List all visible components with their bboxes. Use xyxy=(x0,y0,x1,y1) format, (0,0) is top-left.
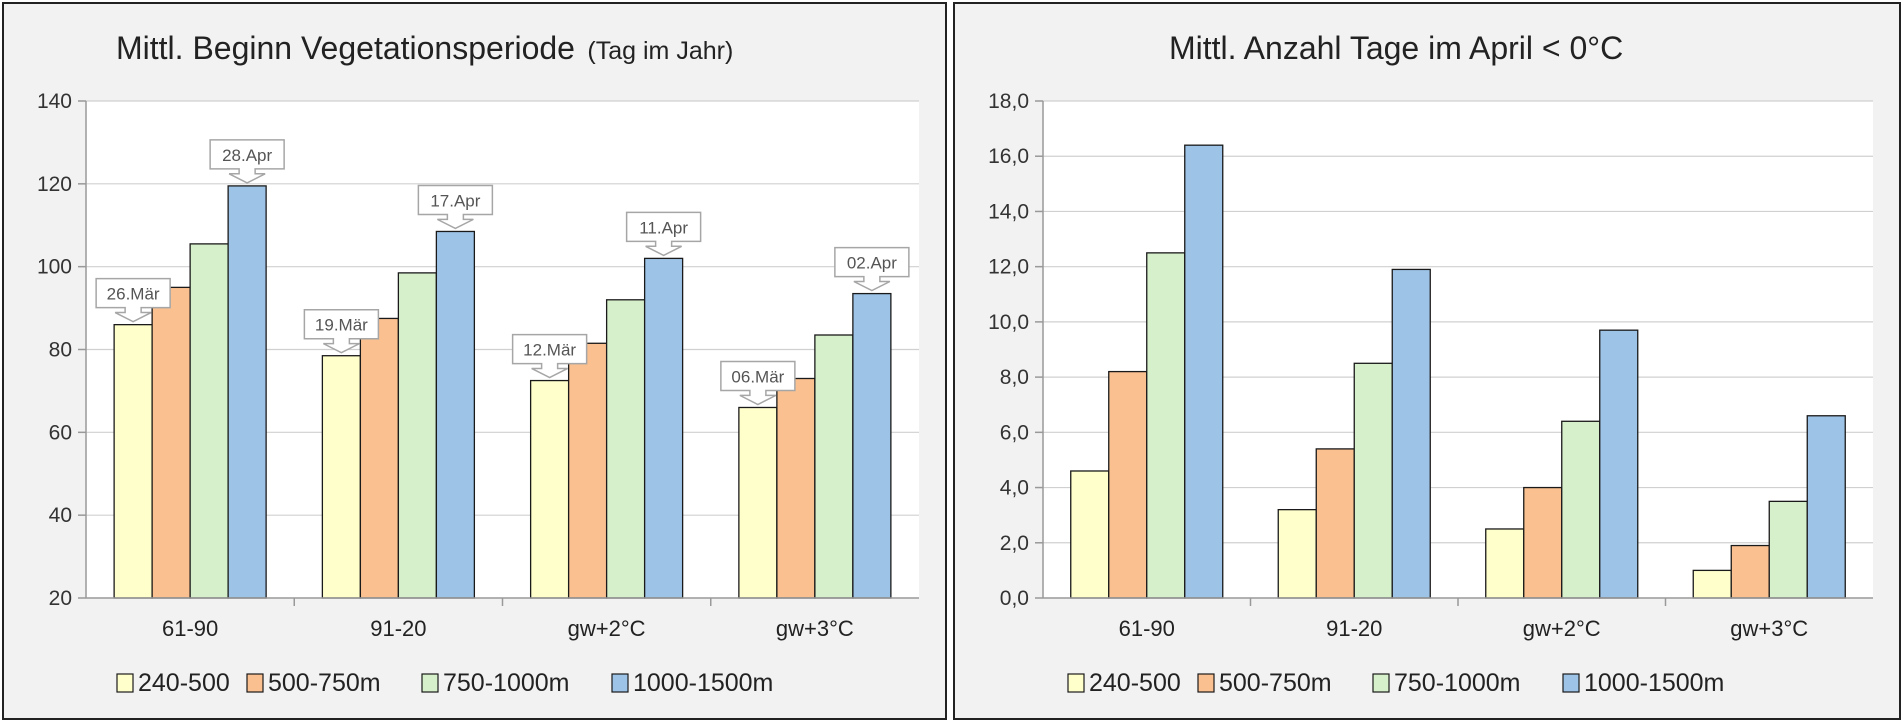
legend-swatch xyxy=(1372,673,1390,693)
bar xyxy=(1315,448,1355,599)
bar xyxy=(397,272,438,599)
legend-swatch xyxy=(116,673,134,693)
y-tick-label: 6,0 xyxy=(1000,421,1029,444)
y-tick-label: 12,0 xyxy=(988,256,1029,279)
y-tick-label: 100 xyxy=(37,256,72,279)
chart-frost-days: Mittl. Anzahl Tage im April < 0°C 0,0 2,0… xyxy=(988,30,1873,697)
data-callout xyxy=(834,246,910,292)
chart-panel-vegetation: Mittl. Beginn Vegetationsperiode (Tag im… xyxy=(2,2,947,720)
bar xyxy=(643,257,684,599)
y-tick-label: 0,0 xyxy=(1000,587,1029,610)
bar xyxy=(852,292,892,599)
x-tick-label: gw+2°C xyxy=(1523,616,1601,641)
legend-label: 1000-1500m xyxy=(1584,669,1724,697)
bar xyxy=(567,342,608,599)
y-tick-label: 80 xyxy=(49,339,72,362)
data-callout xyxy=(209,139,285,184)
bar xyxy=(1768,500,1808,599)
x-tick-label: 91-20 xyxy=(370,616,426,641)
bar xyxy=(776,377,816,599)
chart-title-main: Mittl. Beginn Vegetationsperiode xyxy=(116,30,575,66)
bar xyxy=(1277,508,1317,599)
data-callout xyxy=(303,308,380,354)
x-tick-label: 61-90 xyxy=(1119,616,1175,641)
data-callout xyxy=(511,333,588,379)
x-tick-label: gw+3°C xyxy=(776,616,854,641)
data-label: 06.Mär xyxy=(731,367,784,386)
x-tick-label: 91-20 xyxy=(1326,616,1382,641)
bar xyxy=(1806,415,1846,599)
bar xyxy=(1184,144,1224,599)
bar xyxy=(435,230,476,599)
bar xyxy=(1730,544,1770,599)
bar xyxy=(1070,470,1110,599)
data-callout xyxy=(625,211,702,257)
y-tick-label: 2,0 xyxy=(1000,532,1029,555)
data-label: 12.Mär xyxy=(523,341,576,360)
bar xyxy=(189,243,229,599)
data-label: 26.Mär xyxy=(107,285,160,304)
y-tick-label: 60 xyxy=(49,421,72,444)
bar xyxy=(1485,528,1525,599)
data-label: 17.Apr xyxy=(430,191,480,210)
legend-swatch xyxy=(1562,673,1580,693)
legend-label: 750-1000m xyxy=(1394,669,1520,697)
legend-swatch xyxy=(246,673,264,693)
data-label: 28.Apr xyxy=(222,146,272,165)
legend-swatch xyxy=(611,673,629,693)
legend-swatch xyxy=(1067,673,1085,693)
y-tick-label: 4,0 xyxy=(1000,477,1029,500)
y-tick-label: 16,0 xyxy=(988,145,1029,168)
chart-title: Mittl. Beginn Vegetationsperiode (Tag im… xyxy=(116,30,733,66)
bar xyxy=(605,299,646,599)
legend-swatch xyxy=(421,673,439,693)
bar xyxy=(359,317,400,599)
bar xyxy=(1561,420,1601,599)
legend-label: 240-500 xyxy=(138,669,230,697)
y-tick-label: 20 xyxy=(49,587,72,610)
data-label: 02.Apr xyxy=(847,254,897,273)
legend-label: 750-1000m xyxy=(443,669,569,697)
y-tick-label: 14,0 xyxy=(988,200,1029,223)
bar xyxy=(321,355,362,599)
bar xyxy=(227,185,267,599)
bar xyxy=(529,379,570,599)
bar xyxy=(113,323,153,599)
bar xyxy=(1599,329,1639,599)
data-callout xyxy=(720,360,796,406)
bar xyxy=(1146,252,1186,599)
data-callout xyxy=(417,184,494,230)
y-tick-label: 10,0 xyxy=(988,311,1029,334)
chart-subtitle: (Tag im Jahr) xyxy=(587,37,733,65)
data-callout xyxy=(95,277,171,323)
chart-vegetation: Mittl. Beginn Vegetationsperiode (Tag im… xyxy=(37,30,919,697)
legend-label: 500-750m xyxy=(1219,669,1332,697)
bar xyxy=(738,406,778,599)
legend-label: 240-500 xyxy=(1089,669,1181,697)
y-tick-label: 8,0 xyxy=(1000,366,1029,389)
y-tick-label: 18,0 xyxy=(988,90,1029,113)
bar xyxy=(151,286,191,599)
data-label: 19.Mär xyxy=(315,316,368,335)
bar xyxy=(1108,370,1148,599)
data-label: 11.Apr xyxy=(639,218,688,237)
chart-title: Mittl. Anzahl Tage im April < 0°C xyxy=(1169,30,1623,66)
bar xyxy=(1523,486,1563,599)
bar xyxy=(1353,362,1393,599)
legend-label: 1000-1500m xyxy=(633,669,773,697)
x-tick-label: gw+2°C xyxy=(568,616,646,641)
x-tick-label: gw+3°C xyxy=(1730,616,1808,641)
y-tick-label: 40 xyxy=(49,504,72,527)
bar xyxy=(1692,569,1732,599)
bar xyxy=(814,334,854,599)
legend-label: 500-750m xyxy=(268,669,381,697)
y-tick-label: 120 xyxy=(37,173,72,196)
chart-panel-frost-days: Mittl. Anzahl Tage im April < 0°C 0,0 2,0… xyxy=(953,2,1901,720)
bar xyxy=(1391,268,1431,599)
y-tick-label: 140 xyxy=(37,90,72,113)
x-tick-label: 61-90 xyxy=(162,616,218,641)
legend-swatch xyxy=(1197,673,1215,693)
